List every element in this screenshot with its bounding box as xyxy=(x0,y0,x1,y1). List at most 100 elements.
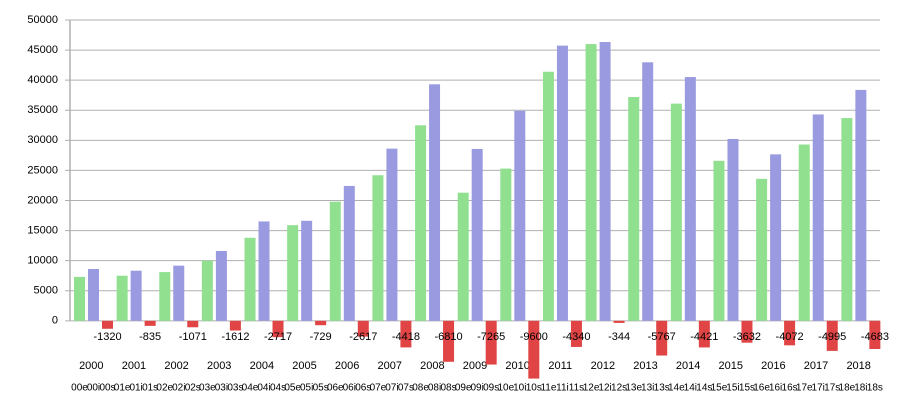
sub-category-label: 04s xyxy=(270,383,286,394)
sub-category-label: 00s xyxy=(99,383,115,394)
sub-category-label: 06e xyxy=(327,383,344,394)
bar xyxy=(599,42,611,321)
sub-category-label: 01s xyxy=(142,383,158,394)
x-tick-label: 2002 xyxy=(164,360,188,372)
bar xyxy=(102,320,113,329)
sub-category-label: 18s xyxy=(867,383,883,394)
sub-category-label: 17s xyxy=(824,383,840,394)
sub-category-label: 05i xyxy=(300,383,313,394)
bar xyxy=(443,320,455,362)
bar xyxy=(400,320,412,348)
bar xyxy=(229,320,241,331)
bar xyxy=(144,320,156,326)
x-tick-label: 2005 xyxy=(292,360,316,372)
sub-category-label: 04e xyxy=(242,383,259,394)
x-tick-label: 2006 xyxy=(335,360,359,372)
data-label: -7265 xyxy=(477,331,505,343)
bar xyxy=(841,118,853,321)
x-tick-label: 2015 xyxy=(719,360,743,372)
sub-category-label: 16e xyxy=(753,383,770,394)
bar xyxy=(215,250,227,321)
sub-category-label: 15s xyxy=(739,383,755,394)
bar xyxy=(756,178,768,321)
sub-category-label: 10i xyxy=(513,383,526,394)
y-tick-label: 40000 xyxy=(27,74,58,86)
sub-category-label: 07s xyxy=(398,383,414,394)
bar xyxy=(500,168,512,321)
sub-category-label: 18e xyxy=(839,383,856,394)
bar xyxy=(244,237,256,321)
bar xyxy=(343,185,355,321)
data-label: -2717 xyxy=(264,331,292,343)
sub-category-label: 03i xyxy=(215,383,228,394)
y-tick-label: 5000 xyxy=(34,285,58,297)
sub-category-label: 12s xyxy=(611,383,627,394)
bar xyxy=(784,320,796,346)
bar xyxy=(826,320,838,351)
bar xyxy=(301,220,313,321)
bar xyxy=(329,201,341,321)
bar xyxy=(556,45,568,321)
bar xyxy=(613,320,625,323)
sub-category-label: 04i xyxy=(257,383,270,394)
sub-category-label: 17i xyxy=(812,383,825,394)
bar xyxy=(315,320,327,326)
bar xyxy=(201,260,213,321)
bar xyxy=(159,272,171,321)
bar xyxy=(471,148,483,321)
x-tick-label: 2016 xyxy=(761,360,785,372)
bar xyxy=(770,154,782,321)
bar xyxy=(429,84,441,321)
data-label: -4683 xyxy=(861,331,889,343)
sub-category-label: 10e xyxy=(497,383,514,394)
sub-category-label: 13s xyxy=(654,383,670,394)
data-label: -9600 xyxy=(520,331,548,343)
sub-category-label: 16i xyxy=(769,383,782,394)
bar xyxy=(542,71,554,321)
y-tick-label: 35000 xyxy=(27,104,58,116)
sub-category-label: 09s xyxy=(483,383,499,394)
data-label: -4418 xyxy=(392,331,420,343)
data-label: -3632 xyxy=(733,331,761,343)
bar xyxy=(698,320,710,348)
sub-category-label: 12e xyxy=(583,383,600,394)
sub-category-label: 15e xyxy=(711,383,728,394)
bar xyxy=(130,270,142,321)
sub-category-label: 07i xyxy=(385,383,398,394)
bar xyxy=(812,114,824,321)
x-tick-label: 2013 xyxy=(633,360,657,372)
data-label: -2617 xyxy=(349,331,377,343)
data-label: -344 xyxy=(608,331,630,343)
y-tick-label: 20000 xyxy=(27,194,58,206)
data-label: -1320 xyxy=(93,331,121,343)
data-label: -4340 xyxy=(562,331,590,343)
y-tick-label: 25000 xyxy=(27,164,58,176)
sub-category-label: 07e xyxy=(370,383,387,394)
bar xyxy=(628,97,640,321)
y-tick-label: 10000 xyxy=(27,255,58,267)
sub-category-label: 13i xyxy=(641,383,654,394)
data-label: -1612 xyxy=(221,331,249,343)
bar xyxy=(869,320,881,350)
bar xyxy=(485,320,497,365)
data-label: -4995 xyxy=(818,331,846,343)
sub-category-label: 17e xyxy=(796,383,813,394)
x-tick-label: 2001 xyxy=(122,360,146,372)
sub-category-label: 03e xyxy=(199,383,216,394)
data-label: -6810 xyxy=(434,331,462,343)
sub-category-label: 05e xyxy=(284,383,301,394)
sub-category-label: 09e xyxy=(455,383,472,394)
bar xyxy=(187,320,199,328)
sub-category-label: 12i xyxy=(598,383,611,394)
bar xyxy=(855,89,867,321)
sub-category-label: 14i xyxy=(684,383,697,394)
x-tick-label: 2017 xyxy=(804,360,828,372)
sub-category-label: 11e xyxy=(540,383,556,394)
bar xyxy=(258,221,270,321)
x-tick-label: 2007 xyxy=(377,360,401,372)
sub-category-label: 02e xyxy=(156,383,173,394)
bar xyxy=(272,320,284,338)
sub-category-label: 06s xyxy=(355,383,371,394)
sub-category-label: 08e xyxy=(412,383,429,394)
bar xyxy=(357,320,369,337)
